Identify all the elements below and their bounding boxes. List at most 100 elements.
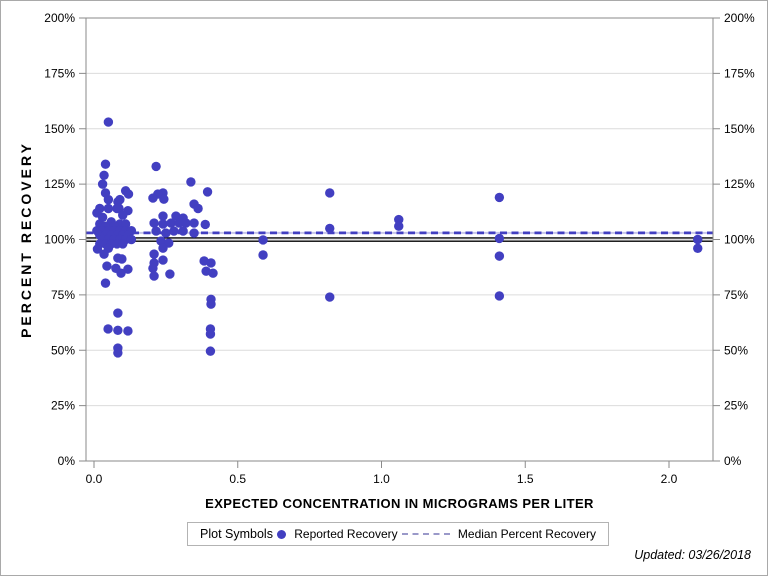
scatter-point	[123, 264, 133, 274]
scatter-point	[158, 219, 168, 229]
y-tick-label-right: 200%	[724, 11, 755, 25]
scatter-point	[158, 243, 168, 253]
scatter-point	[494, 233, 505, 244]
scatter-point	[181, 218, 191, 228]
scatter-point	[113, 308, 123, 318]
scatter-point	[174, 218, 184, 228]
scatter-point	[149, 271, 159, 281]
scatter-point	[151, 161, 161, 172]
scatter-point	[206, 299, 216, 309]
scatter-point	[205, 346, 216, 356]
scatter-point	[156, 236, 166, 246]
scatter-point	[161, 228, 171, 238]
y-tick-label-right: 25%	[724, 399, 748, 413]
y-tick-label-right: 100%	[724, 233, 755, 247]
scatter-point	[148, 263, 158, 273]
y-tick-label-left: 125%	[44, 177, 75, 191]
scatter-point	[186, 177, 196, 187]
scatter-point	[100, 159, 111, 169]
scatter-point	[394, 214, 404, 225]
scatter-point	[158, 211, 168, 221]
scatter-point	[113, 325, 123, 336]
scatter-point	[123, 326, 133, 336]
scatter-point	[158, 255, 168, 265]
y-tick-label-left: 25%	[51, 399, 75, 413]
scatter-point	[103, 324, 113, 334]
scatter-point	[113, 348, 123, 358]
scatter-point	[494, 251, 505, 261]
y-axis-title: PERCENT RECOVERY	[18, 141, 34, 338]
y-tick-label-left: 100%	[44, 233, 75, 247]
scatter-point	[123, 189, 134, 199]
scatter-point	[120, 219, 131, 229]
scatter-point	[103, 194, 114, 205]
scatter-point	[149, 218, 159, 228]
scatter-point	[165, 269, 175, 279]
scatter-point	[325, 188, 335, 198]
legend-item-median-recovery: Median Percent Recovery	[401, 527, 596, 541]
y-tick-label-left: 50%	[51, 343, 75, 357]
scatter-point	[200, 219, 210, 230]
reported-recovery-dot-icon	[277, 529, 287, 539]
scatter-point	[205, 329, 216, 339]
scatter-point	[178, 226, 188, 236]
scatter-point	[116, 268, 126, 278]
scatter-point	[148, 193, 158, 203]
scatter-point	[118, 210, 128, 220]
scatter-point	[189, 218, 199, 228]
y-tick-label-left: 175%	[44, 66, 75, 80]
scatter-point	[494, 291, 505, 301]
y-tick-label-left: 150%	[44, 122, 75, 136]
scatter-point	[118, 239, 128, 249]
scatter-point	[171, 211, 181, 221]
scatter-point	[166, 218, 176, 228]
y-tick-label-left: 0%	[58, 454, 76, 468]
y-tick-label-right: 150%	[724, 122, 755, 136]
scatter-point	[151, 226, 161, 236]
scatter-point	[103, 203, 114, 214]
x-tick-label: 0.0	[86, 472, 103, 486]
legend: Plot Symbols Reported Recovery Median Pe…	[187, 522, 609, 546]
scatter-point	[193, 203, 203, 214]
scatter-point	[99, 170, 109, 180]
median-line-dash-icon	[401, 533, 450, 535]
scatter-point	[159, 194, 169, 204]
y-tick-label-right: 175%	[724, 66, 755, 80]
scatter-point	[92, 208, 102, 218]
scatter-point	[693, 243, 703, 254]
legend-title: Plot Symbols	[200, 527, 273, 541]
scatter-point	[100, 278, 111, 288]
legend-item-label-reported-recovery: Reported Recovery	[294, 527, 398, 541]
scatter-point	[102, 261, 112, 271]
x-tick-label: 2.0	[661, 472, 678, 486]
y-tick-label-right: 75%	[724, 288, 748, 302]
scatter-point	[92, 244, 103, 254]
scatter-point	[693, 234, 703, 245]
legend-item-reported-recovery: Reported Recovery	[277, 527, 398, 541]
y-tick-label-right: 0%	[724, 454, 742, 468]
scatter-point	[202, 187, 213, 197]
scatter-point	[208, 268, 218, 278]
updated-date-text: Updated: 03/26/2018	[634, 548, 751, 562]
legend-item-label-median-recovery: Median Percent Recovery	[457, 527, 596, 541]
x-axis-title: EXPECTED CONCENTRATION IN MICROGRAMS PER…	[205, 496, 594, 511]
y-tick-label-right: 50%	[724, 343, 748, 357]
scatter-point	[103, 117, 114, 127]
x-tick-label: 0.5	[229, 472, 246, 486]
y-tick-label-left: 75%	[51, 288, 75, 302]
scatter-point	[258, 250, 268, 260]
scatter-point	[99, 249, 109, 259]
y-tick-label-left: 200%	[44, 11, 75, 25]
scatter-point	[149, 249, 159, 259]
scatter-point	[206, 258, 216, 268]
x-tick-label: 1.0	[373, 472, 390, 486]
scatter-point	[394, 221, 404, 231]
scatter-point	[325, 292, 335, 302]
x-tick-label: 1.5	[517, 472, 534, 486]
scatter-point	[189, 228, 199, 238]
scatter-point	[169, 226, 179, 236]
scatter-point	[258, 235, 268, 245]
y-tick-label-right: 125%	[724, 177, 755, 191]
